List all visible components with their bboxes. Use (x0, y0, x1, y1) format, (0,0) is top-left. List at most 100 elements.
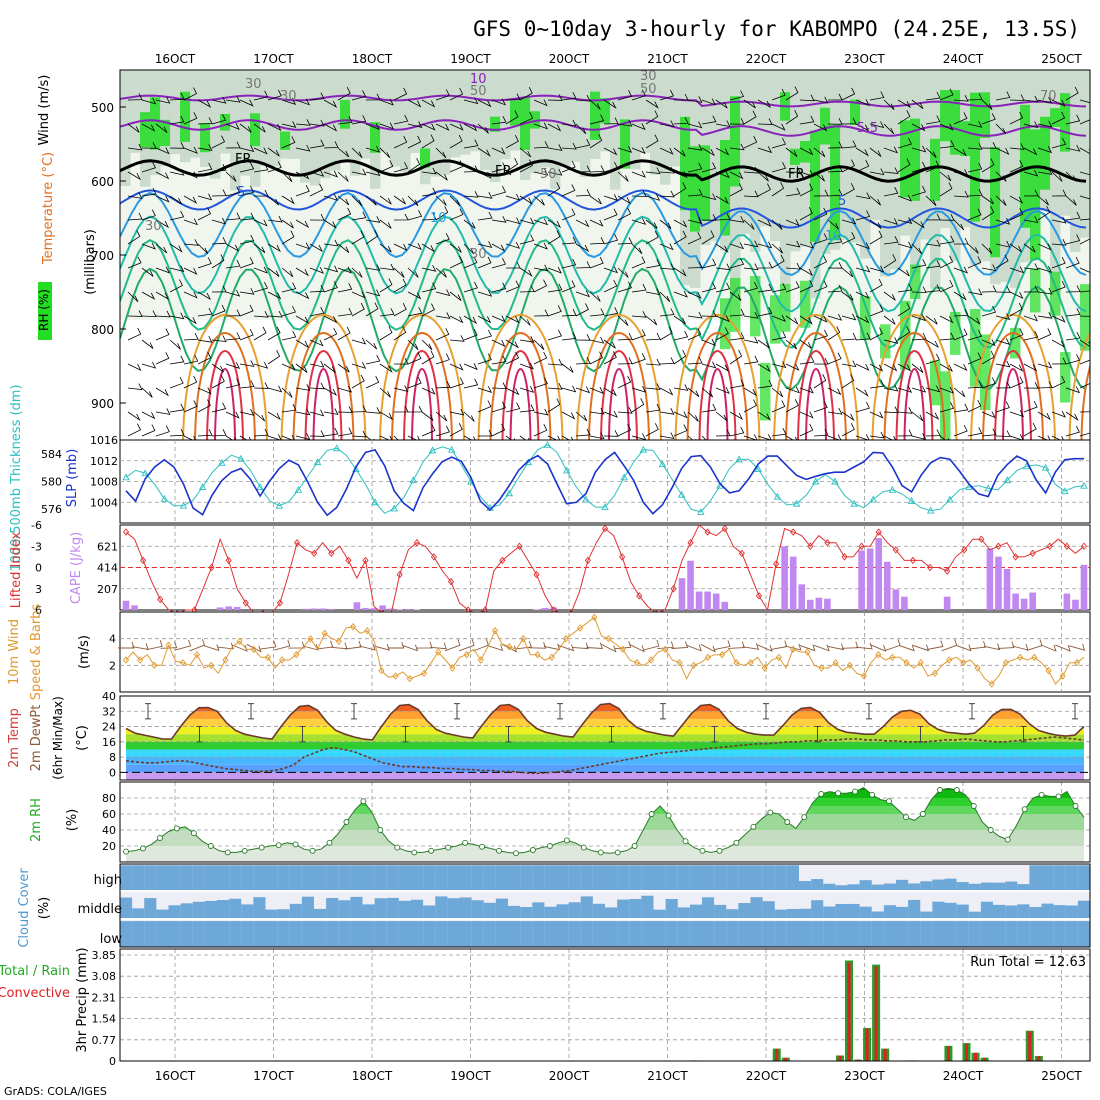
lifted-index-point-10 (208, 563, 215, 572)
upper-barb (1079, 411, 1090, 413)
upper-barb (953, 147, 967, 157)
upper-barb (365, 435, 375, 440)
upper-barb (407, 121, 423, 128)
upper-barb (141, 242, 156, 250)
cloud-cells (120, 864, 1091, 947)
cloud-cell-1-45 (665, 899, 679, 918)
upper-barb (155, 328, 170, 341)
upper-barb (645, 110, 659, 125)
upper-barb (729, 411, 744, 421)
upper-barb (477, 315, 492, 324)
rh-band-green-93 (1050, 108, 1061, 127)
cloud-cell-0-9 (229, 865, 242, 890)
cloud-cell-0-25 (423, 865, 436, 890)
upper-barb (197, 207, 212, 221)
upper-barb (883, 291, 896, 301)
upper-barb (393, 135, 408, 149)
upper-barb (785, 147, 798, 157)
minmax-whisker-10 (660, 703, 666, 720)
rh2m-point-46 (513, 850, 519, 857)
wind10-barb-4 (146, 640, 163, 651)
upper-barb (1009, 363, 1024, 372)
cloud-clear-1-70 (968, 892, 982, 918)
rh2m-point-36 (428, 847, 435, 854)
upper-barb (253, 428, 269, 437)
wind10-barb-44 (430, 642, 447, 650)
upper-barb (533, 351, 548, 365)
rh-tick-60: 60 (102, 808, 116, 821)
upper-barb (547, 123, 562, 132)
upper-barb (1009, 291, 1024, 299)
upper-barb (505, 110, 519, 125)
wind10-speed-point-108 (889, 653, 896, 662)
rh-band-low-green-74 (860, 296, 871, 340)
rh-band-low-green-65 (770, 295, 781, 344)
precip-conv-bar-84 (883, 1048, 887, 1061)
wind10-barb-74 (643, 639, 660, 651)
cloud-cell-1-35 (544, 906, 557, 918)
wind10-speed-point-50 (477, 656, 484, 664)
upper-barb (673, 349, 687, 365)
rh-band-mid-80 (920, 70, 931, 240)
cloud-cell-0-15 (301, 865, 315, 890)
cloud-cell-0-74 (1017, 884, 1030, 890)
wind10-barb-110 (898, 644, 915, 652)
upper-barb (631, 256, 646, 269)
wind10-speed-point-118 (960, 658, 967, 667)
rh-band-green-22 (340, 99, 351, 129)
upper-barb (981, 158, 995, 173)
cloud-cell-1-68 (944, 902, 957, 918)
upper-barb (519, 404, 535, 413)
rh-band-mid-70 (820, 70, 831, 254)
rh-band-mid-63 (750, 70, 761, 252)
temperature-contours (120, 94, 1090, 440)
cloud-cell-1-20 (362, 904, 375, 918)
upper-barb (505, 315, 520, 324)
upper-barb (1009, 94, 1025, 101)
cloud-cell-1-7 (204, 900, 218, 918)
wind10-barb-16 (231, 644, 248, 652)
rh2m-point-76 (767, 809, 774, 816)
upper-barb (673, 290, 688, 298)
thickness-point-40 (505, 489, 513, 497)
upper-barb (1037, 168, 1053, 175)
warm-plume-2-3 (411, 368, 433, 440)
upper-barb (953, 387, 966, 398)
precip-conv-bar-81 (856, 1059, 860, 1061)
upper-barb (519, 336, 535, 343)
upper-barb (841, 183, 855, 197)
cloud-cell-1-28 (459, 897, 472, 918)
upper-barb (169, 377, 184, 389)
cloud-cell-1-49 (714, 904, 727, 918)
upper-barb (995, 254, 1009, 269)
wind10-speed-point-114 (931, 669, 939, 678)
rh-band-mid-72 (840, 70, 851, 240)
cloud-cell-1-54 (774, 909, 788, 918)
upper-barb (687, 232, 702, 245)
warm-plume-8-0 (970, 314, 1056, 440)
cape-bar-105 (1020, 598, 1028, 610)
upper-barb (225, 186, 241, 197)
cloud-cell-1-75 (1029, 906, 1042, 918)
rh-band-low-green-79 (910, 264, 921, 300)
rh-band-mid-1 (130, 70, 141, 153)
rh-band-mid-29 (410, 70, 421, 154)
upper-barb (421, 387, 436, 395)
rh-band-mid-0 (120, 70, 131, 187)
cloud-cell-0-24 (411, 865, 424, 890)
lifted-index-point-92 (909, 556, 917, 565)
thickness-point-44 (543, 440, 552, 448)
upper-barb (337, 147, 350, 158)
upper-barb (673, 230, 687, 245)
upper-barb (995, 147, 1010, 155)
upper-barb (729, 426, 745, 437)
upper-barb (827, 165, 843, 173)
top-date-16OCT: 16OCT (155, 52, 196, 66)
cloud-cell-1-58 (823, 906, 836, 918)
upper-barb (477, 386, 493, 393)
upper-barb (365, 93, 381, 101)
rh2m-point-10 (207, 843, 214, 849)
upper-barb (519, 159, 533, 173)
cloud-cell-0-16 (314, 865, 327, 890)
wind10-barb-0 (118, 641, 135, 649)
